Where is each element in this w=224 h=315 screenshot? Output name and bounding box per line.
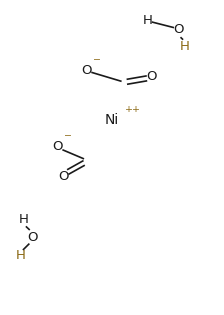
Text: O: O xyxy=(58,170,69,183)
Text: O: O xyxy=(173,23,184,36)
Text: H: H xyxy=(180,40,190,53)
Text: Ni: Ni xyxy=(105,113,119,127)
Text: H: H xyxy=(19,214,28,226)
Text: H: H xyxy=(15,249,25,262)
Text: ++: ++ xyxy=(125,105,141,114)
Text: H: H xyxy=(142,14,152,27)
Text: O: O xyxy=(146,71,157,83)
Text: O: O xyxy=(27,231,38,243)
Text: O: O xyxy=(81,64,92,77)
Text: O: O xyxy=(53,140,63,153)
Text: −: − xyxy=(64,131,72,140)
Text: −: − xyxy=(93,54,101,63)
